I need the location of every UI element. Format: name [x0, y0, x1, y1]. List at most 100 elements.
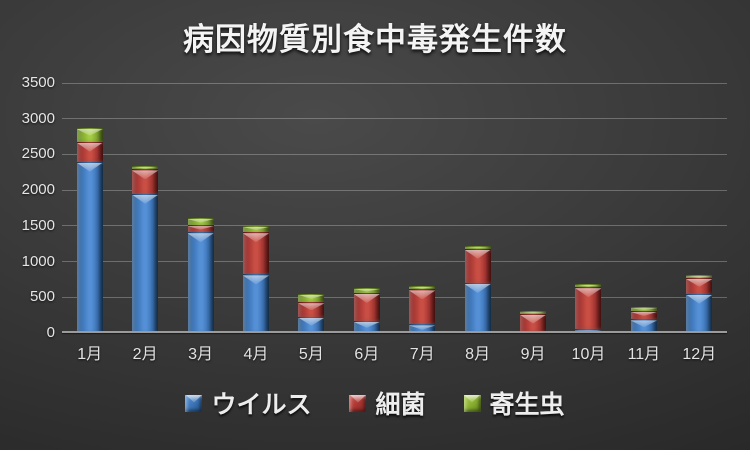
x-tick-label-11: 11月: [627, 346, 661, 363]
x-axis-labels: 1月 2月 3月 4月 5月 6月 7月 8月 9月 10月 11月 12月: [62, 340, 727, 363]
y-tick-label-3000: 3000: [21, 109, 55, 127]
bar-5-virus: [298, 316, 325, 333]
parasite-segment-bevel: [298, 294, 325, 300]
gridline-1500: [62, 225, 727, 227]
y-tick-label-2500: 2500: [21, 145, 55, 163]
virus-segment-bevel: [409, 325, 436, 330]
bar-9-parasite: [520, 310, 547, 314]
bar-9-bacteria: [520, 313, 547, 332]
bar-11-bacteria: [630, 310, 657, 320]
bar-7-bacteria: [409, 289, 436, 325]
bacteria-segment-bevel: [575, 288, 602, 298]
virus-segment-bevel: [353, 321, 380, 328]
bar-11-virus: [630, 319, 657, 333]
bar-12-virus: [686, 293, 713, 333]
x-tick-label-12: 12月: [682, 346, 717, 363]
bar-1-parasite: [76, 128, 103, 142]
bar-11-parasite: [630, 307, 657, 311]
y-tick-label-2000: 2000: [21, 181, 55, 199]
y-tick-label-3500: 3500: [21, 74, 55, 91]
legend-marker-bacteria-icon: [349, 394, 367, 412]
bar-6-parasite: [353, 288, 380, 293]
legend-label-virus: ウイルス: [211, 391, 312, 419]
bar-1-bacteria: [76, 141, 103, 162]
parasite-segment-bevel: [187, 219, 214, 223]
y-tick-label-0: 0: [46, 324, 55, 341]
bar-10-parasite: [575, 283, 602, 288]
bar-6-bacteria: [353, 293, 380, 321]
parasite-segment-bevel: [630, 308, 657, 311]
parasite-segment-bevel: [409, 286, 436, 289]
virus-segment-bevel: [464, 284, 491, 293]
parasite-segment-bevel: [76, 129, 103, 136]
legend-label-bacteria: 細菌: [375, 391, 426, 419]
bar-7-virus: [409, 324, 436, 333]
gridline-500: [62, 296, 727, 298]
virus-segment-bevel: [242, 275, 269, 285]
bacteria-segment-bevel: [242, 233, 269, 243]
chart-title: 病因物質別食中毒発生件数: [183, 22, 567, 57]
virus-segment-bevel: [298, 317, 325, 326]
parasite-segment-bevel: [242, 226, 269, 231]
bar-6-virus: [353, 320, 380, 333]
bacteria-segment-bevel: [464, 249, 491, 259]
bar-1-virus: [76, 161, 103, 333]
parasite-segment-bevel: [353, 289, 380, 292]
bacteria-segment-bevel: [132, 170, 159, 180]
bar-4-parasite: [242, 225, 269, 233]
x-tick-label-4: 4月: [243, 346, 269, 363]
bacteria-segment-bevel: [298, 303, 325, 311]
bacteria-segment-bevel: [686, 279, 713, 287]
y-tick-label-1000: 1000: [21, 252, 55, 270]
bar-3-bacteria: [187, 225, 214, 233]
legend-item-parasite: 寄生虫: [463, 385, 565, 421]
legend-marker-parasite-icon: [463, 394, 481, 412]
bar-3-virus: [187, 232, 214, 333]
bar-8-parasite: [464, 245, 491, 249]
bacteria-segment-bevel: [520, 314, 547, 324]
x-tick-label-10: 10月: [571, 346, 606, 363]
gridline-2000: [62, 189, 727, 191]
bar-10-bacteria: [575, 287, 602, 330]
x-tick-label-8: 8月: [465, 346, 491, 363]
legend-item-virus: ウイルス: [185, 385, 311, 421]
gridline-1000: [62, 261, 727, 263]
bacteria-segment-bevel: [76, 142, 103, 152]
x-tick-label-1: 1月: [77, 346, 103, 363]
bacteria-segment-bevel: [630, 311, 657, 317]
gridline-2500: [62, 153, 727, 155]
bar-2-bacteria: [132, 169, 159, 194]
bar-7-parasite: [409, 285, 436, 290]
bar-12-bacteria: [686, 278, 713, 294]
bar-2-virus: [132, 193, 159, 333]
virus-segment-bevel: [630, 320, 657, 328]
virus-segment-bevel: [187, 233, 214, 243]
legend-label-parasite: 寄生虫: [489, 391, 565, 419]
bar-8-virus: [464, 283, 491, 333]
bar-5-bacteria: [298, 302, 325, 317]
virus-segment-bevel: [76, 162, 103, 172]
parasite-segment-bevel: [575, 284, 602, 287]
bar-4-virus: [242, 274, 269, 333]
bar-5-parasite: [298, 293, 325, 303]
legend-marker-virus-icon: [185, 394, 203, 412]
x-tick-label-5: 5月: [298, 346, 324, 363]
x-tick-label-2: 2月: [132, 346, 158, 363]
bacteria-segment-bevel: [409, 290, 436, 300]
virus-segment-bevel: [132, 194, 159, 204]
y-tick-label-500: 500: [29, 288, 55, 306]
x-tick-label-7: 7月: [409, 346, 435, 363]
parasite-segment-bevel: [464, 246, 491, 249]
gridline-3000: [62, 118, 727, 120]
x-tick-label-9: 9月: [520, 346, 546, 363]
bar-4-bacteria: [242, 232, 269, 275]
x-axis-line: [62, 331, 727, 333]
gridline-3500: [62, 82, 727, 84]
legend-item-bacteria: 細菌: [349, 385, 426, 421]
y-axis-labels: 0 500 1000 1500 2000 2500 3000 3500: [0, 74, 55, 341]
y-tick-label-1500: 1500: [21, 216, 55, 234]
virus-segment-bevel: [686, 294, 713, 304]
parasite-segment-bevel: [686, 276, 713, 278]
parasite-segment-bevel: [132, 166, 159, 169]
parasite-segment-bevel: [520, 311, 547, 314]
